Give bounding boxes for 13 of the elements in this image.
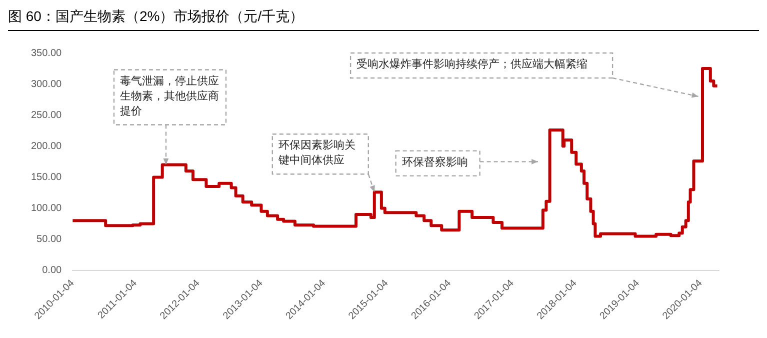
annotation: 环保督察影响	[402, 155, 468, 168]
y-tick-label: 100.00	[30, 202, 62, 214]
y-tick-label: 150.00	[30, 172, 62, 183]
y-tick-label: 200.00	[30, 140, 62, 152]
annotation: 环保因素影响关键中间体供应	[277, 138, 356, 167]
annotation: 毒气泄漏，停止供应生物素，其他供应商提价	[120, 74, 219, 118]
y-tick-label: 350.00	[30, 48, 62, 59]
chart-title: 图 60：国产生物素（2%）市场报价（元/千克）	[8, 8, 759, 31]
y-tick-label: 0.00	[42, 265, 62, 276]
y-tick-label: 50.00	[36, 234, 62, 246]
y-tick-label: 250.00	[30, 110, 62, 121]
y-tick-label: 300.00	[30, 78, 62, 90]
annotation: 受响水爆炸事件影响持续停产；供应端大幅紧缩	[356, 58, 588, 71]
